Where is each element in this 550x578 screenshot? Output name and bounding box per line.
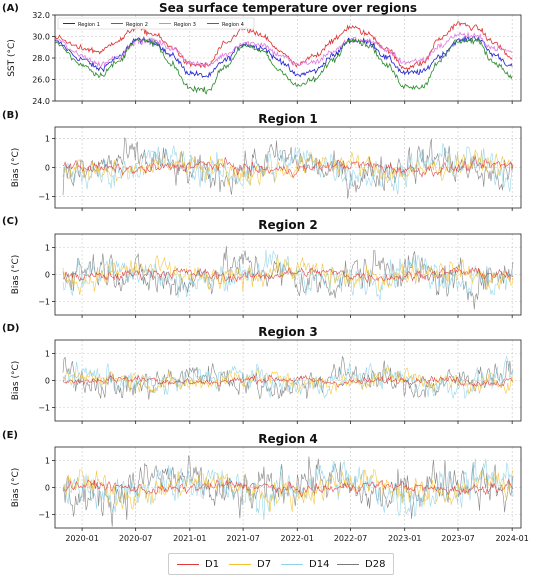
panel-letter: (C) <box>2 216 18 227</box>
y-tick-label: −1 <box>38 511 50 520</box>
x-tick-label: 2020-01 <box>65 534 98 543</box>
panel-title: Region 3 <box>258 325 317 339</box>
legend-frame <box>57 17 255 30</box>
x-tick-label: 2023-07 <box>441 534 474 543</box>
y-tick-label: 1 <box>45 457 50 466</box>
legend-swatch-d1 <box>177 563 199 565</box>
y-axis-label: Bias (°C) <box>11 361 21 401</box>
y-tick-label: 24.0 <box>32 97 50 106</box>
series-line-d7 <box>62 149 514 186</box>
panel-e: −1 0 1 2020-01 2020-07 2021-01 2021-07 2022-01 2… <box>2 430 529 543</box>
legend-label: Region 3 <box>174 22 196 28</box>
series-line-d7 <box>62 367 514 395</box>
series-group <box>62 137 514 199</box>
series-line-d28 <box>62 454 514 527</box>
panel-b: −1 0 1 Bias (°C) Region 1 (B) <box>2 110 522 211</box>
x-tick-label: 2021-01 <box>173 534 206 543</box>
series-line-d1 <box>62 266 514 284</box>
x-tick-label: 2021-07 <box>226 534 259 543</box>
x-tick-label: 2020-07 <box>119 534 152 543</box>
legend-label-d28: D28 <box>365 558 386 570</box>
panel-title: Region 4 <box>258 432 317 446</box>
legend-item-d7: D7 <box>229 556 271 572</box>
series-line-d7 <box>62 469 514 512</box>
y-tick-label: 32.0 <box>32 11 50 20</box>
y-tick-label: −1 <box>38 404 50 413</box>
legend-label: Region 2 <box>126 22 148 28</box>
legend-label-d7: D7 <box>257 558 272 570</box>
y-tick-label: 0 <box>45 377 50 386</box>
panel-letter: (E) <box>2 430 18 441</box>
y-tick-label: −1 <box>38 192 50 201</box>
y-tick-label: 1 <box>45 135 50 144</box>
series-line-d1 <box>62 478 514 498</box>
panel-d: −1 0 1 Bias (°C) Region 3 (D) <box>2 323 522 424</box>
y-axis-label: Bias (°C) <box>11 468 21 508</box>
y-tick-label: −1 <box>38 298 50 307</box>
panel-letter: (A) <box>2 3 19 14</box>
bottom-legend: D1 D7 D14 D28 <box>168 553 394 575</box>
y-axis-label: Bias (°C) <box>11 148 21 188</box>
legend-swatch-d28 <box>337 563 359 565</box>
x-tick-label: 2024-01 <box>495 534 528 543</box>
panel-c: −1 0 1 Bias (°C) Region 2 (C) <box>2 216 522 318</box>
x-tick-label: 2023-01 <box>388 534 421 543</box>
y-tick-label: 1 <box>45 244 50 253</box>
y-tick-label: 0 <box>45 164 50 173</box>
series-group <box>62 454 514 527</box>
legend-swatch-d7 <box>229 563 251 565</box>
legend-item-d28: D28 <box>337 556 385 572</box>
x-tick-label: 2022-07 <box>334 534 367 543</box>
panel-title: Region 2 <box>258 218 317 232</box>
y-tick-label: 0 <box>45 484 50 493</box>
series-line-d28 <box>62 245 514 310</box>
panel-title: Sea surface temperature over regions <box>159 1 417 15</box>
legend-label: Region 4 <box>222 22 244 28</box>
legend-item-d14: D14 <box>281 556 329 572</box>
legend-label-d1: D1 <box>205 558 220 570</box>
legend-item-d1: D1 <box>177 556 219 572</box>
series-line-d28 <box>62 355 514 400</box>
y-tick-label: 28.0 <box>32 54 50 63</box>
y-tick-label: 26.0 <box>32 76 50 85</box>
series-group <box>62 245 514 310</box>
y-tick-label: 30.0 <box>32 33 50 42</box>
series-line-d1 <box>62 374 513 388</box>
series-line-d1 <box>62 155 514 179</box>
panel-letter: (D) <box>2 323 19 334</box>
series-line-region-1 <box>55 35 513 79</box>
y-axis-label: SST (°C) <box>7 39 17 77</box>
series-line-d14 <box>62 458 514 521</box>
panel-a-legend: Region 1 Region 2 Region 3 Region 4 <box>57 17 255 30</box>
panel-a: 24.0 26.0 28.0 30.0 32.0 SST (°C) Sea surface … <box>2 1 522 106</box>
y-tick-label: 1 <box>45 350 50 359</box>
legend-swatch-d14 <box>281 563 303 565</box>
series-line-d28 <box>62 137 514 199</box>
legend-label-d14: D14 <box>309 558 330 570</box>
series-line-region-3 <box>55 31 513 69</box>
series-line-d14 <box>62 355 514 399</box>
y-tick-label: 0 <box>45 271 50 280</box>
panel-title: Region 1 <box>258 112 317 126</box>
series-line-d14 <box>62 143 514 195</box>
series-group <box>62 355 514 400</box>
x-tick-label: 2022-01 <box>281 534 314 543</box>
panel-letter: (B) <box>2 110 19 121</box>
legend-label: Region 1 <box>78 22 100 28</box>
series-line-region-4 <box>55 37 513 95</box>
y-axis-label: Bias (°C) <box>11 255 21 295</box>
